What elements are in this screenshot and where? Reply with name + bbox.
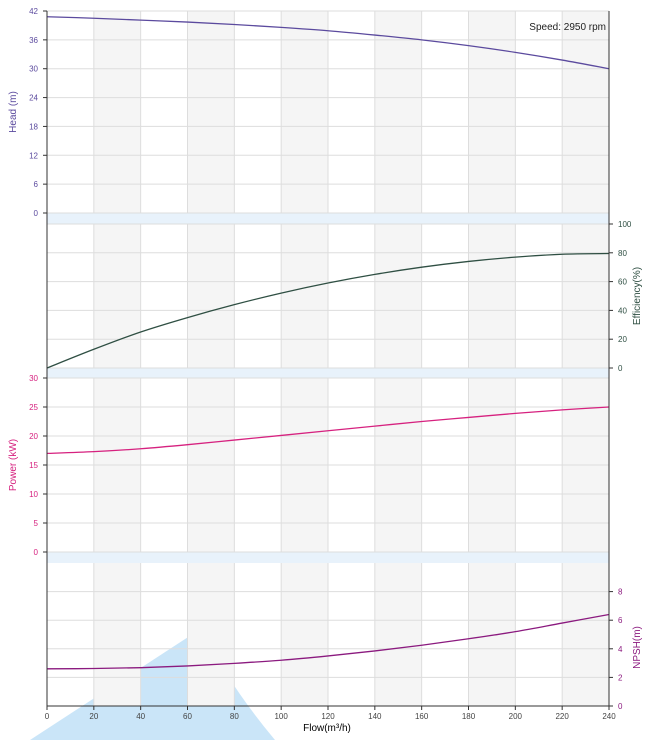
grid-stripe	[281, 11, 328, 213]
npsh-y-tick-label: 0	[618, 702, 623, 711]
head-y-tick-label: 18	[29, 122, 38, 131]
grid-stripe	[281, 224, 328, 368]
grid-stripe	[468, 563, 516, 706]
power-y-tick-label: 0	[34, 548, 39, 557]
grid-stripe	[93, 11, 141, 213]
x-tick-label: 60	[183, 712, 192, 721]
efficiency-y-tick-label: 20	[618, 335, 627, 344]
efficiency-y-tick-label: 0	[618, 364, 623, 373]
x-tick-label: 20	[89, 712, 98, 721]
watermark-shape	[30, 628, 275, 740]
power-y-axis-title: Power (kW)	[8, 439, 19, 491]
grid-stripe	[187, 224, 235, 368]
grid-stripe	[562, 224, 609, 368]
power-y-tick-label: 20	[29, 432, 38, 441]
panel-separator-band	[47, 213, 609, 224]
grid-stripe	[374, 224, 422, 368]
npsh-curve	[46, 613, 610, 670]
head-panel: 0 6 12 18 24 30 36 42 Head (m)	[8, 7, 610, 218]
grid-stripe	[93, 563, 141, 706]
x-tick-label: 180	[462, 712, 476, 721]
npsh-y-axis-title: NPSH(m)	[632, 626, 643, 669]
panel-separator-band	[47, 368, 609, 378]
x-tick-label: 120	[321, 712, 335, 721]
npsh-panel: 0 2 4 6 8 NPSH(m) 0 20 40 60 80 100 120 140 160 180 200 2…	[45, 563, 643, 721]
efficiency-y-axis-title: Efficiency(%)	[632, 267, 643, 325]
efficiency-y-tick-label: 40	[618, 306, 627, 315]
head-y-tick-label: 0	[34, 209, 39, 218]
grid-stripe	[562, 11, 609, 213]
x-tick-label: 140	[368, 712, 382, 721]
x-tick-label: 40	[136, 712, 145, 721]
x-tick-label: 100	[274, 712, 288, 721]
grid-stripe	[374, 563, 422, 706]
grid-stripe	[374, 11, 422, 213]
power-curve	[46, 406, 610, 455]
npsh-y-tick-label: 4	[618, 645, 623, 654]
x-tick-label: 200	[509, 712, 523, 721]
npsh-y-tick-label: 8	[618, 588, 623, 597]
grid-stripe	[187, 11, 235, 213]
grid-stripe	[93, 224, 141, 368]
x-tick-label: 80	[230, 712, 239, 721]
power-y-tick-label: 25	[29, 403, 38, 412]
head-y-tick-label: 6	[34, 180, 39, 189]
grid-stripe	[562, 563, 609, 706]
power-y-tick-label: 5	[34, 519, 39, 528]
head-y-tick-label: 30	[29, 65, 38, 74]
power-panel: 0 5 10 15 20 25 30 Power (kW)	[8, 374, 610, 557]
head-y-tick-label: 42	[29, 7, 38, 16]
head-y-tick-label: 24	[29, 94, 38, 103]
x-tick-label: 220	[555, 712, 569, 721]
x-axis-title: Flow(m³/h)	[303, 723, 351, 734]
head-y-axis-title: Head (m)	[8, 91, 19, 133]
efficiency-y-tick-label: 80	[618, 249, 627, 258]
npsh-y-tick-label: 2	[618, 673, 623, 682]
power-y-tick-label: 15	[29, 461, 38, 470]
watermark-logo	[30, 628, 275, 740]
efficiency-panel: 0 20 40 60 80 100 Efficiency(%)	[46, 220, 643, 373]
grid-stripe	[468, 224, 516, 368]
grid-stripe	[187, 563, 235, 706]
efficiency-curve	[46, 252, 610, 369]
grid-stripe	[281, 563, 328, 706]
head-curve	[46, 16, 610, 70]
x-tick-label: 160	[415, 712, 429, 721]
panel-separator-band	[47, 552, 609, 563]
x-tick-label: 240	[602, 712, 616, 721]
head-y-tick-label: 12	[29, 151, 38, 160]
efficiency-y-tick-label: 60	[618, 278, 627, 287]
npsh-y-tick-label: 6	[618, 616, 623, 625]
speed-label: Speed: 2950 rpm	[529, 22, 606, 33]
x-tick-label: 0	[45, 712, 50, 721]
efficiency-y-tick-label: 100	[618, 220, 632, 229]
grid-stripe	[468, 11, 516, 213]
power-y-tick-label: 10	[29, 490, 38, 499]
head-y-tick-label: 36	[29, 36, 38, 45]
power-y-tick-label: 30	[29, 374, 38, 383]
